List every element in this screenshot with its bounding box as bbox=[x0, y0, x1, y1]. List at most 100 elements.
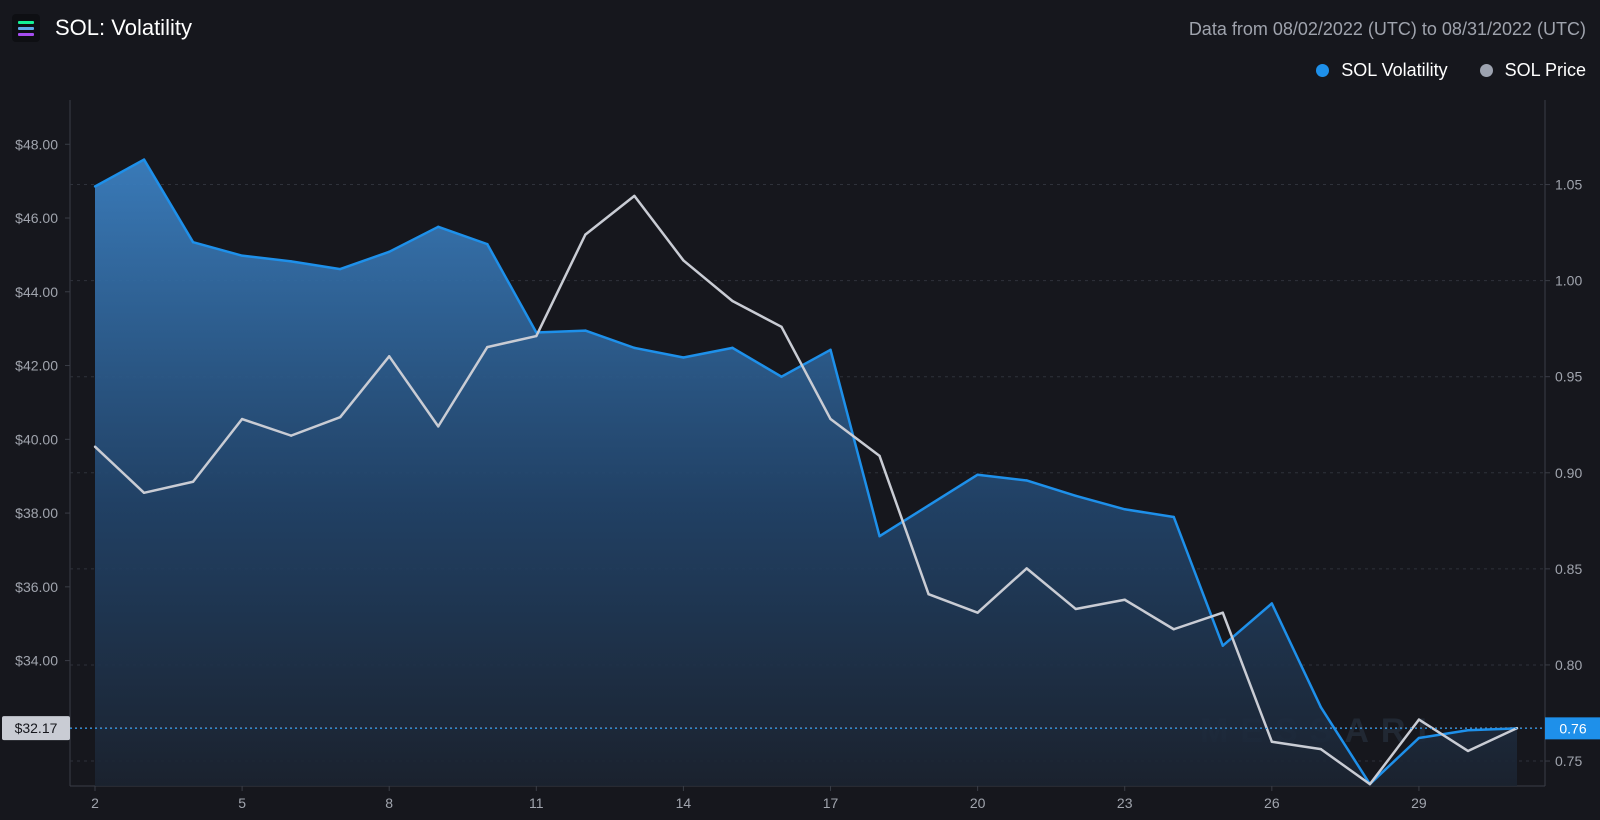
volatility-current-label: 0.76 bbox=[1559, 720, 1586, 736]
left-tick-label: $48.00 bbox=[15, 136, 58, 152]
price-point bbox=[682, 259, 685, 262]
price-point bbox=[1319, 747, 1323, 751]
solana-logo-icon bbox=[12, 14, 40, 42]
right-tick-label: 0.75 bbox=[1555, 753, 1582, 769]
volatility-current-label-bg bbox=[1545, 717, 1600, 740]
left-tick-label: $40.00 bbox=[15, 431, 58, 447]
price-line bbox=[94, 194, 1518, 786]
volatility-point bbox=[191, 240, 195, 244]
volatility-point bbox=[1025, 479, 1028, 482]
price-point bbox=[1025, 567, 1028, 570]
price-point bbox=[878, 454, 881, 458]
right-tick-label: 0.80 bbox=[1555, 657, 1582, 673]
price-point bbox=[93, 445, 97, 448]
price-point bbox=[535, 334, 538, 338]
volatility-point bbox=[731, 346, 734, 350]
volatility-point bbox=[633, 346, 636, 350]
price-point bbox=[584, 233, 587, 236]
volatility-point bbox=[976, 473, 979, 476]
price-current-label: $32.17 bbox=[15, 720, 58, 736]
x-tick-label: 2 bbox=[91, 795, 99, 811]
volatility-line bbox=[94, 158, 1518, 786]
price-point bbox=[780, 325, 783, 329]
price-point bbox=[927, 593, 930, 596]
x-tick-label: 5 bbox=[238, 795, 246, 811]
price-point bbox=[1221, 611, 1224, 614]
price-point bbox=[633, 194, 636, 198]
volatility-point bbox=[584, 329, 587, 332]
volatility-point bbox=[1417, 736, 1421, 740]
right-tick-label: 1.00 bbox=[1555, 273, 1582, 289]
volatility-point bbox=[1319, 706, 1323, 709]
volatility-point bbox=[1466, 729, 1470, 732]
legend-label-price: SOL Price bbox=[1504, 60, 1586, 80]
volatility-point bbox=[1172, 515, 1175, 519]
x-tick-label: 23 bbox=[1117, 795, 1133, 811]
price-point bbox=[437, 425, 440, 428]
right-tick-label: 0.90 bbox=[1555, 465, 1582, 481]
chart-header: SOL: Volatility Data from 08/02/2022 (UT… bbox=[0, 0, 1600, 60]
volatility-point bbox=[829, 348, 832, 352]
volatility-point bbox=[1221, 644, 1224, 647]
price-point bbox=[240, 417, 244, 421]
left-tick-label: $38.00 bbox=[15, 505, 58, 521]
volatility-point bbox=[1270, 602, 1274, 605]
price-point bbox=[191, 480, 195, 483]
legend-label-volatility: SOL Volatility bbox=[1341, 60, 1448, 80]
volatility-point bbox=[927, 504, 930, 507]
left-tick-label: $44.00 bbox=[15, 284, 58, 300]
volatility-point bbox=[1123, 508, 1126, 511]
volatility-point bbox=[289, 260, 293, 263]
page-title: SOL: Volatility bbox=[55, 15, 192, 40]
volatility-point bbox=[338, 267, 342, 271]
left-tick-label: $46.00 bbox=[15, 210, 58, 226]
left-tick-label: $34.00 bbox=[15, 653, 58, 669]
volatility-area-fill bbox=[95, 159, 1517, 787]
right-tick-label: 0.95 bbox=[1555, 369, 1582, 385]
price-point bbox=[1123, 598, 1126, 601]
price-point bbox=[1172, 628, 1175, 631]
x-tick-label: 20 bbox=[970, 795, 986, 811]
volatility-point bbox=[486, 242, 489, 246]
volatility-point bbox=[878, 534, 881, 538]
price-point bbox=[1417, 718, 1421, 721]
x-tick-label: 8 bbox=[385, 795, 393, 811]
x-tick-label: 14 bbox=[676, 795, 692, 811]
x-tick-label: 29 bbox=[1411, 795, 1427, 811]
legend-swatch-price bbox=[1479, 64, 1493, 77]
x-tick-label: 17 bbox=[823, 795, 839, 811]
left-tick-label: $36.00 bbox=[15, 579, 58, 595]
legend-item-price[interactable]: SOL Price bbox=[1479, 60, 1586, 81]
price-point bbox=[976, 611, 979, 614]
volatility-point bbox=[1074, 494, 1077, 498]
x-tick-label: 11 bbox=[529, 795, 544, 811]
volatility-point bbox=[240, 254, 244, 257]
volatility-point bbox=[437, 225, 440, 229]
volatility-point bbox=[682, 356, 685, 359]
price-current-label-bg bbox=[2, 716, 70, 741]
legend-item-volatility[interactable]: SOL Volatility bbox=[1316, 60, 1448, 81]
volatility-point bbox=[142, 158, 146, 161]
left-tick-label: $42.00 bbox=[15, 358, 58, 374]
price-point bbox=[289, 434, 293, 437]
price-point bbox=[1368, 782, 1372, 786]
volatility-point bbox=[93, 185, 97, 188]
price-point bbox=[1466, 749, 1470, 753]
price-point bbox=[142, 491, 146, 494]
price-point bbox=[388, 355, 391, 358]
price-point bbox=[829, 417, 832, 421]
volatility-point bbox=[780, 375, 783, 378]
chart-legend: SOL Volatility SOL Price bbox=[1316, 60, 1586, 81]
right-tick-label: 0.85 bbox=[1555, 561, 1582, 577]
x-tick-label: 26 bbox=[1264, 795, 1280, 811]
price-point bbox=[731, 299, 734, 303]
right-tick-label: 1.05 bbox=[1555, 177, 1582, 193]
volatility-point bbox=[388, 250, 391, 254]
price-point bbox=[486, 345, 489, 349]
price-point bbox=[338, 415, 342, 419]
legend-swatch-volatility bbox=[1316, 64, 1330, 77]
date-range-label: Data from 08/02/2022 (UTC) to 08/31/2022… bbox=[1188, 19, 1586, 39]
price-point bbox=[1270, 740, 1274, 743]
price-point bbox=[1074, 607, 1077, 611]
